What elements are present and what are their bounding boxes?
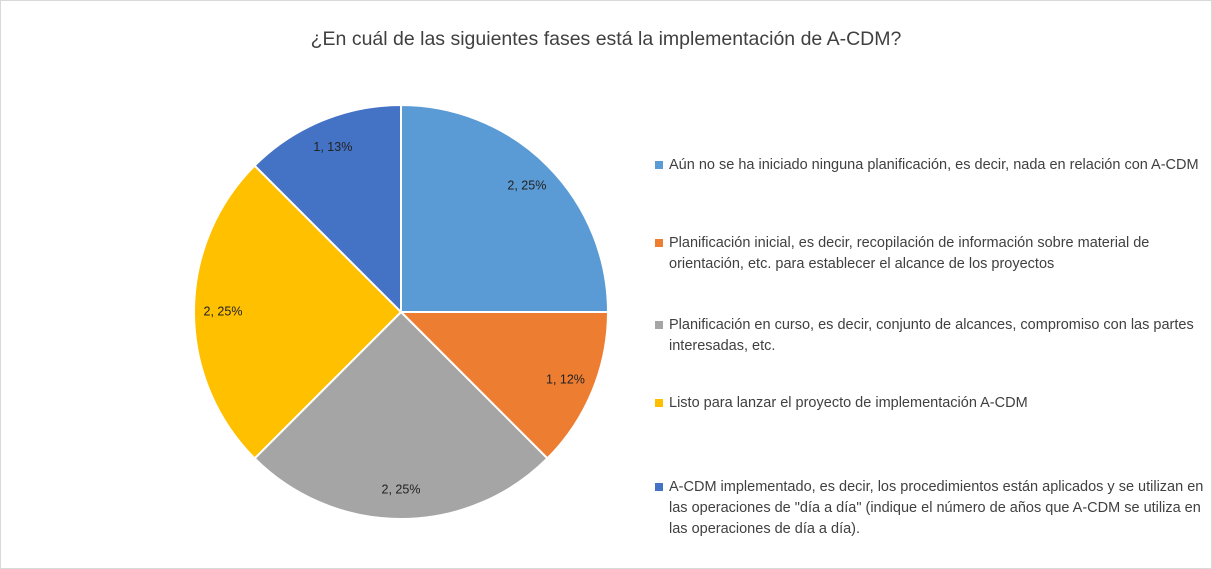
- legend-item: Listo para lanzar el proyecto de impleme…: [655, 393, 1207, 414]
- data-label: 1, 13%: [313, 140, 352, 154]
- legend-label: Listo para lanzar el proyecto de impleme…: [669, 395, 1028, 411]
- legend-swatch: [655, 239, 663, 247]
- legend-label: Aún no se ha iniciado ninguna planificac…: [669, 157, 1199, 173]
- pie-slice: [253, 103, 402, 315]
- legend-swatch: [655, 321, 663, 329]
- legend-label: Planificación inicial, es decir, recopil…: [669, 235, 1150, 272]
- legend-item: A-CDM implementado, es decir, los proced…: [655, 477, 1207, 540]
- legend-swatch: [655, 483, 663, 491]
- legend-swatch: [655, 399, 663, 407]
- chart-title: ¿En cuál de las siguientes fases está la…: [311, 28, 902, 50]
- pie-slice: [400, 103, 610, 313]
- legend-item: Aún no se ha iniciado ninguna planificac…: [655, 155, 1207, 176]
- data-label: 2, 25%: [507, 178, 546, 192]
- legend-item: Planificación inicial, es decir, recopil…: [655, 233, 1207, 275]
- pie-slice: [193, 164, 403, 460]
- pie-slice: [398, 311, 610, 460]
- legend-item: Planificación en curso, es decir, conjun…: [655, 315, 1207, 357]
- legend-label: A-CDM implementado, es decir, los proced…: [669, 479, 1204, 537]
- data-label: 1, 12%: [546, 372, 585, 386]
- pie-slice: [253, 310, 549, 520]
- data-label: 2, 25%: [382, 482, 421, 496]
- legend-label: Planificación en curso, es decir, conjun…: [669, 317, 1194, 354]
- legend-swatch: [655, 161, 663, 169]
- data-label: 2, 25%: [204, 304, 243, 318]
